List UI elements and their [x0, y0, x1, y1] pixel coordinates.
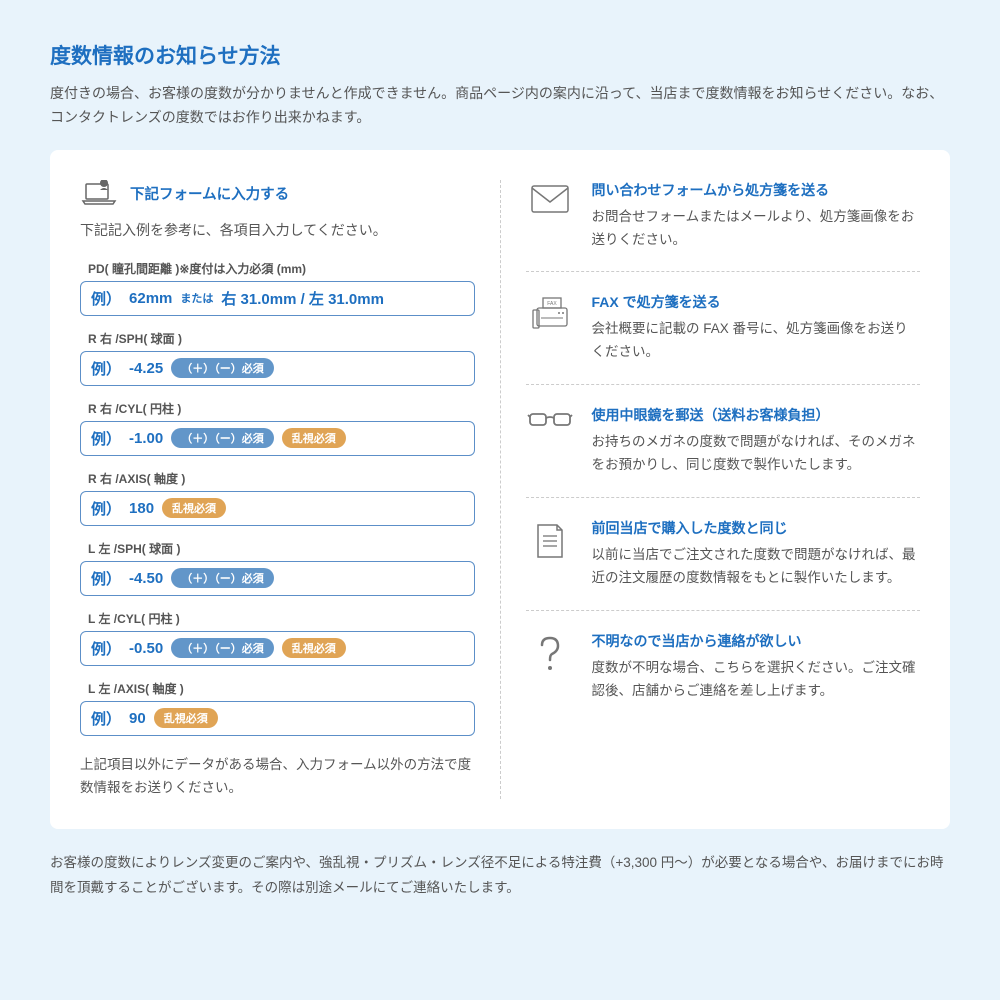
document-icon — [526, 518, 574, 590]
badge-pm: （＋）（ー）必須 — [171, 358, 274, 378]
form-title: 下記フォームに入力する — [130, 183, 289, 204]
example-prefix: 例） — [91, 708, 121, 729]
method-desc: 以前に当店でご注文された度数で問題がなければ、最近の注文履歴の度数情報をもとに製… — [592, 544, 921, 590]
example-prefix: 例） — [91, 358, 121, 379]
field-box[interactable]: 例） 90 乱視必須 — [80, 701, 475, 736]
method-unknown: 不明なので当店から連絡が欲しい 度数が不明な場合、こちらを選択ください。ご注文確… — [526, 611, 921, 723]
field-box[interactable]: 例） -4.50 （＋）（ー）必須 — [80, 561, 475, 596]
field-rsph: R 右 /SPH( 球面 ) 例） -4.25 （＋）（ー）必須 — [80, 330, 475, 386]
method-desc: 会社概要に記載の FAX 番号に、処方箋画像をお送りください。 — [592, 318, 921, 364]
field-sub: または — [180, 290, 213, 306]
field-raxis: R 右 /AXIS( 軸度 ) 例） 180 乱視必須 — [80, 470, 475, 526]
field-rcyl: R 右 /CYL( 円柱 ) 例） -1.00 （＋）（ー）必須 乱視必須 — [80, 400, 475, 456]
field-box[interactable]: 例） -1.00 （＋）（ー）必須 乱視必須 — [80, 421, 475, 456]
badge-astig: 乱視必須 — [162, 498, 226, 518]
badge-pm: （＋）（ー）必須 — [171, 638, 274, 658]
badge-astig: 乱視必須 — [154, 708, 218, 728]
glasses-icon — [526, 405, 574, 477]
field-value: 62mm — [129, 290, 172, 307]
form-instruction: 下記記入例を参考に、各項目入力してください。 — [80, 220, 475, 240]
mail-icon — [526, 180, 574, 252]
method-fax: FAX FAX で処方箋を送る 会社概要に記載の FAX 番号に、処方箋画像をお… — [526, 272, 921, 385]
field-box[interactable]: 例） -4.25 （＋）（ー）必須 — [80, 351, 475, 386]
method-mail-glasses: 使用中眼鏡を郵送（送料お客様負担） お持ちのメガネの度数で問題がなければ、そのメ… — [526, 385, 921, 498]
main-container: 下記フォームに入力する 下記記入例を参考に、各項目入力してください。 PD( 瞳… — [50, 150, 950, 830]
field-box[interactable]: 例） -0.50 （＋）（ー）必須 乱視必須 — [80, 631, 475, 666]
method-previous-order: 前回当店で購入した度数と同じ 以前に当店でご注文された度数で問題がなければ、最近… — [526, 498, 921, 611]
example-prefix: 例） — [91, 428, 121, 449]
field-lcyl: L 左 /CYL( 円柱 ) 例） -0.50 （＋）（ー）必須 乱視必須 — [80, 610, 475, 666]
field-value: 90 — [129, 710, 146, 727]
field-label: L 左 /AXIS( 軸度 ) — [80, 680, 475, 697]
badge-pm: （＋）（ー）必須 — [171, 428, 274, 448]
field-label: L 左 /SPH( 球面 ) — [80, 540, 475, 557]
badge-astig: 乱視必須 — [282, 428, 346, 448]
badge-pm: （＋）（ー）必須 — [171, 568, 274, 588]
field-value: -4.25 — [129, 360, 163, 377]
example-prefix: 例） — [91, 498, 121, 519]
field-label: R 右 /AXIS( 軸度 ) — [80, 470, 475, 487]
example-prefix: 例） — [91, 568, 121, 589]
field-lsph: L 左 /SPH( 球面 ) 例） -4.50 （＋）（ー）必須 — [80, 540, 475, 596]
method-contact-form: 問い合わせフォームから処方箋を送る お問合せフォームまたはメールより、処方箋画像… — [526, 180, 921, 273]
page-title: 度数情報のお知らせ方法 — [50, 40, 950, 70]
field-label: R 右 /SPH( 球面 ) — [80, 330, 475, 347]
field-label: PD( 瞳孔間距離 )※度付は入力必須 (mm) — [80, 260, 475, 277]
field-laxis: L 左 /AXIS( 軸度 ) 例） 90 乱視必須 — [80, 680, 475, 736]
method-desc: 度数が不明な場合、こちらを選択ください。ご注文確認後、店舗からご連絡を差し上げま… — [592, 657, 921, 703]
method-desc: お持ちのメガネの度数で問題がなければ、そのメガネをお預かりし、同じ度数で製作いた… — [592, 431, 921, 477]
form-column: 下記フォームに入力する 下記記入例を参考に、各項目入力してください。 PD( 瞳… — [80, 180, 501, 800]
field-value-alt: 右 31.0mm / 左 31.0mm — [221, 288, 384, 309]
method-title: FAX で処方箋を送る — [592, 292, 921, 312]
methods-column: 問い合わせフォームから処方箋を送る お問合せフォームまたはメールより、処方箋画像… — [501, 180, 921, 800]
field-value: -1.00 — [129, 430, 163, 447]
method-desc: お問合せフォームまたはメールより、処方箋画像をお送りください。 — [592, 206, 921, 252]
field-label: R 右 /CYL( 円柱 ) — [80, 400, 475, 417]
field-pd: PD( 瞳孔間距離 )※度付は入力必須 (mm) 例） 62mm または 右 3… — [80, 260, 475, 316]
field-value: 180 — [129, 500, 154, 517]
laptop-icon — [80, 180, 118, 208]
method-title: 不明なので当店から連絡が欲しい — [592, 631, 921, 651]
example-prefix: 例） — [91, 288, 121, 309]
field-box[interactable]: 例） 62mm または 右 31.0mm / 左 31.0mm — [80, 281, 475, 316]
fax-icon: FAX — [526, 292, 574, 364]
question-icon — [526, 631, 574, 703]
form-header: 下記フォームに入力する — [80, 180, 475, 208]
footer-note: お客様の度数によりレンズ変更のご案内や、強乱視・プリズム・レンズ径不足による特注… — [50, 851, 950, 900]
field-box[interactable]: 例） 180 乱視必須 — [80, 491, 475, 526]
form-note: 上記項目以外にデータがある場合、入力フォーム以外の方法で度数情報をお送りください… — [80, 754, 475, 800]
example-prefix: 例） — [91, 638, 121, 659]
badge-astig: 乱視必須 — [282, 638, 346, 658]
method-title: 使用中眼鏡を郵送（送料お客様負担） — [592, 405, 921, 425]
field-value: -0.50 — [129, 640, 163, 657]
method-title: 前回当店で購入した度数と同じ — [592, 518, 921, 538]
page-subtitle: 度付きの場合、お客様の度数が分かりませんと作成できません。商品ページ内の案内に沿… — [50, 82, 950, 130]
svg-text:FAX: FAX — [547, 301, 557, 307]
method-title: 問い合わせフォームから処方箋を送る — [592, 180, 921, 200]
field-label: L 左 /CYL( 円柱 ) — [80, 610, 475, 627]
field-value: -4.50 — [129, 570, 163, 587]
